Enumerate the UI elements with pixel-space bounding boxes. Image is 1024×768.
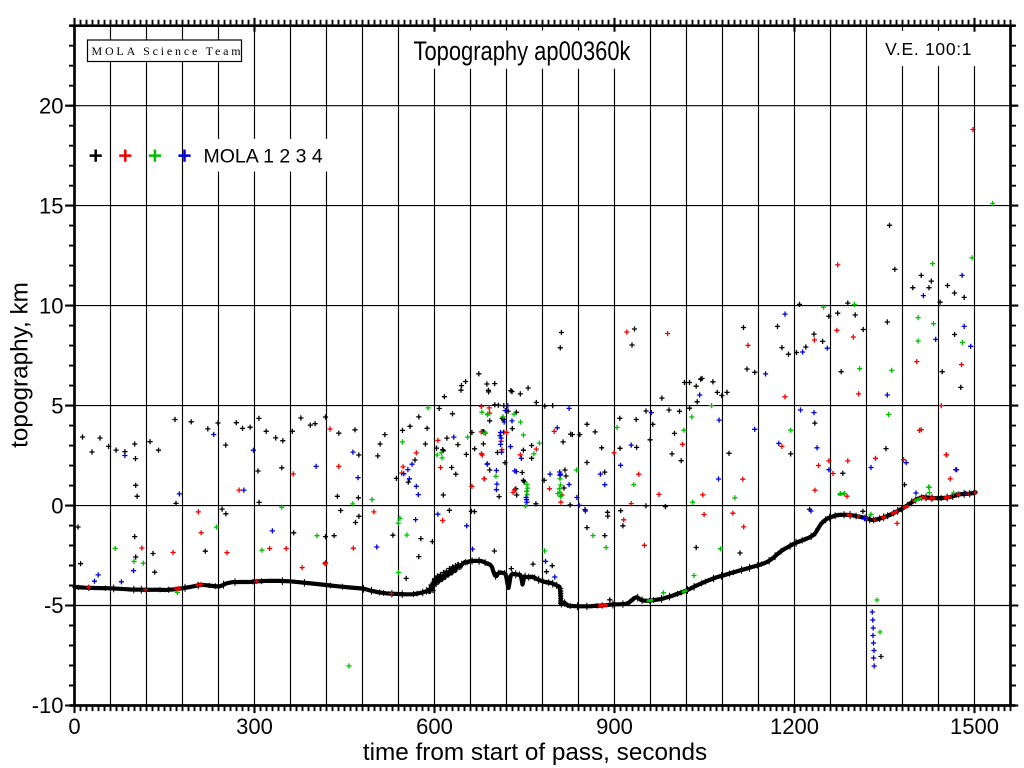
svg-text:600: 600 bbox=[416, 714, 453, 739]
svg-text:-5: -5 bbox=[44, 593, 64, 618]
svg-text:MOLA Science Team: MOLA Science Team bbox=[92, 44, 244, 58]
svg-text:15: 15 bbox=[39, 193, 63, 218]
svg-text:1200: 1200 bbox=[770, 714, 819, 739]
svg-text:900: 900 bbox=[596, 714, 633, 739]
svg-text:300: 300 bbox=[236, 714, 273, 739]
svg-text:time from start of pass, secon: time from start of pass, seconds bbox=[363, 739, 707, 766]
svg-text:topography, km: topography, km bbox=[7, 282, 34, 448]
svg-text:1500: 1500 bbox=[950, 714, 999, 739]
svg-text:Topography ap00360k: Topography ap00360k bbox=[414, 36, 631, 66]
svg-text:V.E. 100:1: V.E. 100:1 bbox=[885, 39, 972, 59]
svg-text:10: 10 bbox=[39, 293, 63, 318]
svg-text:-10: -10 bbox=[32, 693, 64, 718]
svg-text:20: 20 bbox=[39, 93, 63, 118]
svg-text:MOLA 1 2 3 4: MOLA 1 2 3 4 bbox=[204, 145, 323, 167]
svg-text:0: 0 bbox=[68, 714, 80, 739]
svg-text:0: 0 bbox=[51, 493, 63, 518]
svg-text:5: 5 bbox=[51, 393, 63, 418]
